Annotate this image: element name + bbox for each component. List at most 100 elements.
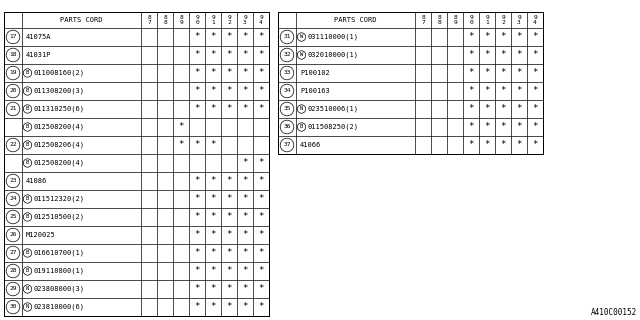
Text: B: B: [26, 268, 29, 274]
Text: *: *: [211, 140, 216, 149]
Text: B: B: [26, 214, 29, 220]
Text: *: *: [532, 33, 538, 42]
Text: PARTS CORD: PARTS CORD: [334, 17, 377, 23]
Text: *: *: [500, 33, 506, 42]
Text: *: *: [259, 267, 264, 276]
Text: *: *: [195, 68, 200, 77]
Text: *: *: [516, 86, 522, 95]
Text: 012508200(4): 012508200(4): [34, 124, 85, 130]
Text: B: B: [26, 107, 29, 111]
Text: B: B: [26, 142, 29, 148]
Text: 9
3: 9 3: [517, 15, 521, 25]
Text: W: W: [300, 35, 303, 39]
Text: *: *: [211, 177, 216, 186]
Text: *: *: [259, 158, 264, 167]
Text: *: *: [195, 33, 200, 42]
Text: 9
1: 9 1: [485, 15, 489, 25]
Text: 032010000(1): 032010000(1): [308, 52, 359, 58]
Text: *: *: [243, 33, 248, 42]
Text: 23: 23: [9, 179, 17, 183]
Text: *: *: [243, 105, 248, 114]
Text: *: *: [243, 267, 248, 276]
Text: 012510500(2): 012510500(2): [34, 214, 85, 220]
Text: *: *: [195, 51, 200, 60]
Text: *: *: [243, 158, 248, 167]
Text: B: B: [26, 196, 29, 202]
Text: *: *: [468, 33, 474, 42]
Text: P100102: P100102: [300, 70, 330, 76]
Text: *: *: [195, 302, 200, 311]
Text: 35: 35: [284, 107, 291, 111]
Text: *: *: [484, 140, 490, 149]
Text: 8
8: 8 8: [437, 15, 441, 25]
Text: *: *: [211, 302, 216, 311]
Text: *: *: [227, 267, 232, 276]
Text: *: *: [484, 51, 490, 60]
Text: *: *: [532, 140, 538, 149]
Text: *: *: [227, 212, 232, 221]
Text: *: *: [500, 86, 506, 95]
Text: 9
4: 9 4: [259, 15, 263, 25]
Text: *: *: [500, 140, 506, 149]
Text: *: *: [243, 86, 248, 95]
Text: *: *: [500, 51, 506, 60]
Text: *: *: [227, 195, 232, 204]
Text: 011512320(2): 011512320(2): [34, 196, 85, 202]
Text: 8
9: 8 9: [179, 15, 183, 25]
Text: *: *: [243, 249, 248, 258]
Text: 41031P: 41031P: [26, 52, 51, 58]
Text: 41075A: 41075A: [26, 34, 51, 40]
Bar: [278, 12, 543, 154]
Text: 34: 34: [284, 89, 291, 93]
Text: *: *: [259, 249, 264, 258]
Text: *: *: [211, 284, 216, 293]
Text: *: *: [259, 302, 264, 311]
Text: *: *: [532, 105, 538, 114]
Text: B: B: [300, 124, 303, 130]
Text: *: *: [211, 212, 216, 221]
Text: 031110000(1): 031110000(1): [308, 34, 359, 40]
Text: *: *: [179, 123, 184, 132]
Text: *: *: [468, 123, 474, 132]
Text: *: *: [211, 68, 216, 77]
Text: 9
2: 9 2: [501, 15, 505, 25]
Text: *: *: [195, 267, 200, 276]
Text: *: *: [259, 86, 264, 95]
Text: *: *: [259, 33, 264, 42]
Text: *: *: [211, 230, 216, 239]
Text: 012508200(4): 012508200(4): [34, 160, 85, 166]
Text: 18: 18: [9, 52, 17, 58]
Text: 41086: 41086: [26, 178, 47, 184]
Text: *: *: [259, 284, 264, 293]
Text: 011508250(2): 011508250(2): [308, 124, 359, 130]
Text: 37: 37: [284, 142, 291, 148]
Text: *: *: [259, 212, 264, 221]
Text: 20: 20: [9, 89, 17, 93]
Text: *: *: [516, 105, 522, 114]
Text: *: *: [516, 33, 522, 42]
Text: *: *: [195, 140, 200, 149]
Text: *: *: [243, 230, 248, 239]
Text: *: *: [532, 123, 538, 132]
Text: *: *: [243, 302, 248, 311]
Text: *: *: [500, 105, 506, 114]
Text: *: *: [516, 123, 522, 132]
Text: *: *: [532, 51, 538, 60]
Text: 011310250(6): 011310250(6): [34, 106, 85, 112]
Text: PARTS CORD: PARTS CORD: [60, 17, 103, 23]
Text: *: *: [259, 195, 264, 204]
Text: *: *: [195, 105, 200, 114]
Text: W: W: [300, 52, 303, 58]
Text: *: *: [516, 68, 522, 77]
Text: N: N: [26, 286, 29, 292]
Text: *: *: [468, 51, 474, 60]
Text: 29: 29: [9, 286, 17, 292]
Bar: [4, 12, 269, 316]
Text: *: *: [195, 212, 200, 221]
Text: *: *: [484, 105, 490, 114]
Text: 019110800(1): 019110800(1): [34, 268, 85, 274]
Text: *: *: [243, 68, 248, 77]
Text: *: *: [484, 68, 490, 77]
Text: 011008160(2): 011008160(2): [34, 70, 85, 76]
Text: *: *: [532, 68, 538, 77]
